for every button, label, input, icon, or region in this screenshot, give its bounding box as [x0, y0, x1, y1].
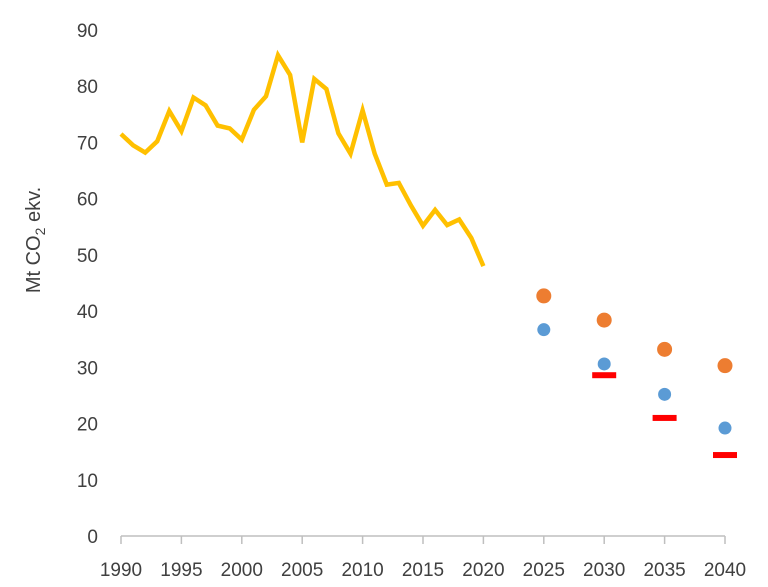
y-tick-label: 10	[77, 471, 98, 492]
y-tick-labels: 0 10 20 30 40 50 60 70 80 90	[77, 21, 98, 548]
y-axis-title: Mt CO2 ekv.	[23, 187, 48, 293]
x-tick-label: 1990	[100, 560, 142, 581]
x-tick-label: 2000	[221, 560, 263, 581]
y-tick-label: 60	[77, 190, 98, 211]
y-tick-label: 50	[77, 246, 98, 267]
x-tick-label: 2020	[462, 560, 504, 581]
x-tick-label: 2025	[523, 560, 565, 581]
x-tick-labels: 1990 1995 2000 2005 2010 2015 2020 2025 2030 2035…	[100, 560, 746, 581]
x-tick-label: 2010	[341, 560, 383, 581]
projection-point-1	[717, 358, 733, 374]
historical-emissions-line	[119, 49, 486, 267]
x-tick-label: 2015	[402, 560, 444, 581]
y-tick-label: 90	[77, 21, 98, 42]
chart-marks	[119, 49, 737, 459]
y-tick-label: 0	[87, 527, 98, 548]
x-tick-label: 1995	[160, 560, 202, 581]
y-tick-label: 80	[77, 77, 98, 98]
target-marker	[592, 372, 617, 379]
target-marker	[713, 452, 737, 459]
projection-point-2	[597, 357, 611, 371]
y-tick-label: 40	[77, 302, 98, 323]
x-tick-label: 2005	[281, 560, 323, 581]
x-tick-label: 2035	[643, 560, 685, 581]
target-marker	[652, 414, 677, 421]
x-tick-label: 2030	[583, 560, 625, 581]
projection-point-1	[596, 312, 612, 328]
x-axis	[120, 535, 726, 544]
projection-point-1	[536, 288, 552, 304]
projection-point-2	[537, 323, 551, 337]
projection-point-1	[657, 341, 673, 357]
y-tick-label: 20	[77, 415, 98, 436]
projection-point-2	[718, 421, 732, 435]
projection-point-2	[658, 387, 672, 401]
y-tick-label: 30	[77, 358, 98, 379]
y-tick-label: 70	[77, 133, 98, 154]
x-tick-label: 2040	[704, 560, 746, 581]
